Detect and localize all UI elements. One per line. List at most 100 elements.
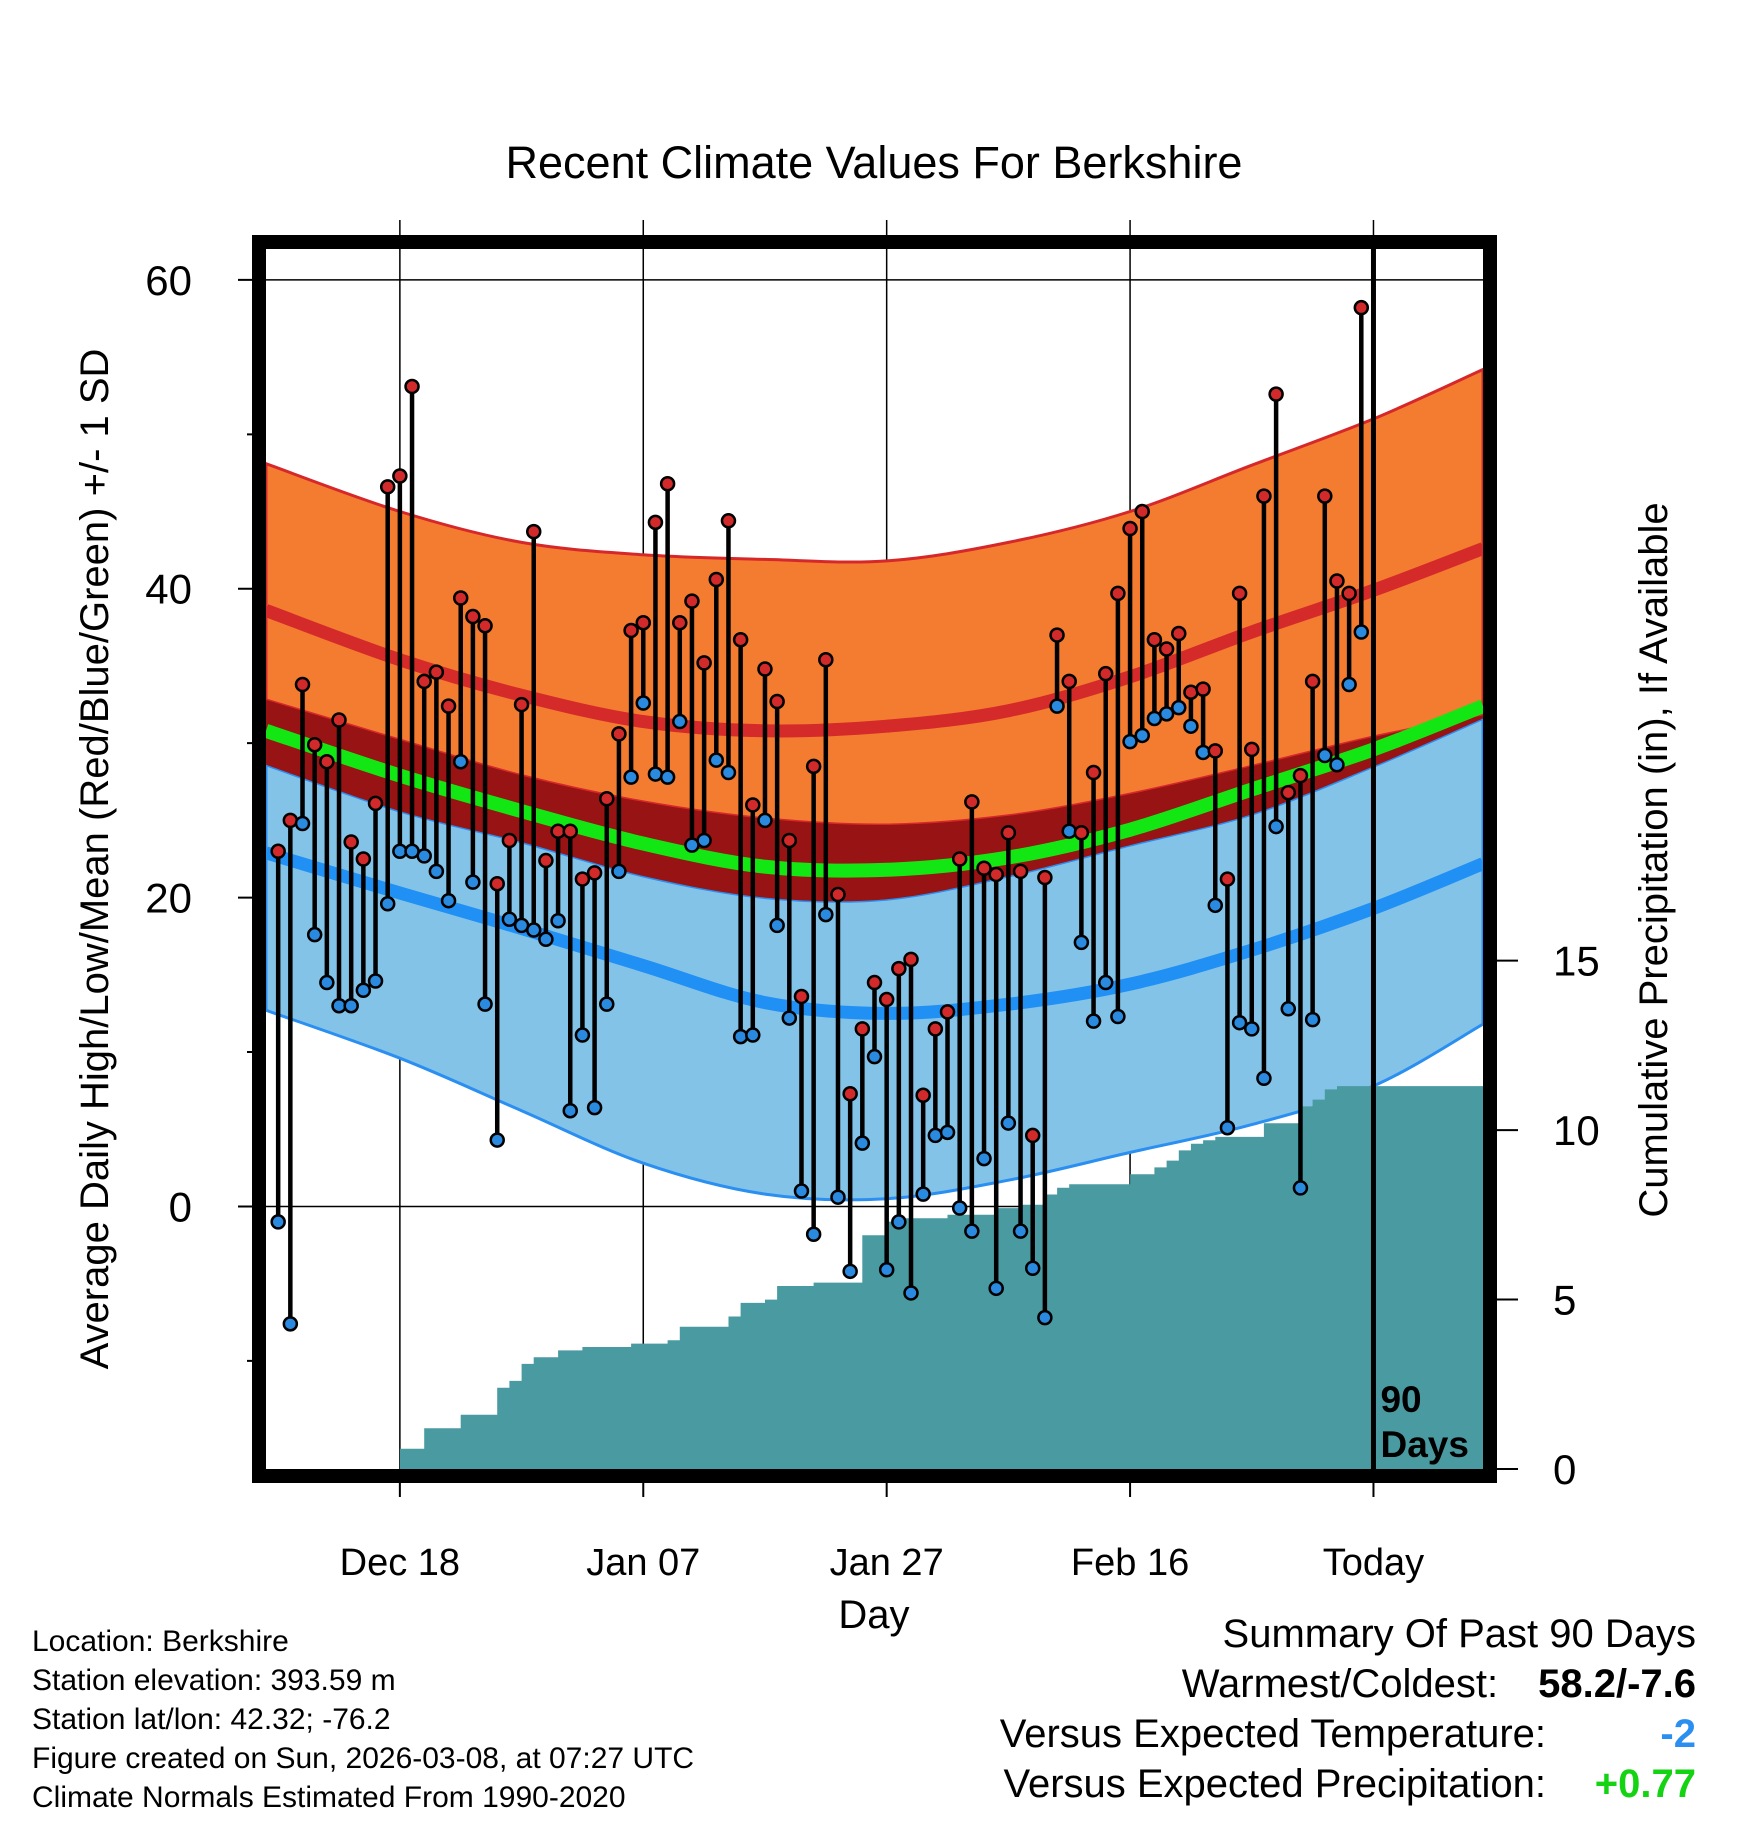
daily-high-point: [440, 698, 457, 714]
daily-high-point: [1146, 631, 1163, 648]
y-right-tick-label: 10: [1553, 1107, 1600, 1154]
created-text: Figure created on Sun, 2026-03-08, at 07…: [32, 1742, 695, 1775]
y-left-tick-label: 0: [169, 1183, 192, 1230]
daily-low-point: [489, 1132, 505, 1148]
daily-low-point: [319, 974, 335, 991]
daily-low-point: [562, 1102, 578, 1119]
precip-departure-value: +0.77: [1594, 1762, 1696, 1806]
daily-high-point: [720, 513, 737, 529]
daily-low-point: [964, 1223, 980, 1239]
summary-temp: Versus Expected Temperature: -2: [1000, 1712, 1696, 1762]
daily-high-point: [294, 676, 311, 693]
y-left-tick-labels: 0 20 40 60: [145, 257, 192, 1231]
daily-high-point: [635, 614, 652, 631]
daily-low-point: [1012, 1223, 1029, 1239]
daily-low-point: [757, 812, 773, 829]
daily-high-point: [1000, 824, 1017, 841]
daily-high-point: [562, 823, 578, 839]
daily-high-point: [623, 622, 639, 639]
daily-low-point: [538, 931, 554, 948]
chart-title: Recent Climate Values For Berkshire: [506, 137, 1243, 188]
daily-low-point: [1353, 624, 1370, 640]
daily-high-point: [1061, 673, 1077, 690]
daily-high-point: [1207, 743, 1224, 759]
daily-high-point: [513, 696, 530, 713]
daily-high-point: [927, 1021, 944, 1037]
daily-high-point: [1304, 673, 1321, 690]
warmest-coldest-label: Warmest/Coldest:: [1181, 1662, 1499, 1706]
daily-low-point: [306, 926, 323, 943]
daily-low-point: [416, 848, 432, 864]
daily-low-point: [1341, 676, 1357, 693]
daily-low-point: [452, 753, 469, 770]
daily-low-point: [988, 1280, 1004, 1297]
x-tick-labels: Dec 18 Jan 07 Jan 27 Feb 16 Today: [340, 1542, 1425, 1584]
summary-title: Summary Of Past 90 Days: [1000, 1612, 1696, 1662]
daily-high-point: [830, 886, 846, 903]
daily-low-point: [976, 1150, 992, 1167]
y-left-tick-label: 40: [145, 566, 192, 613]
daily-low-point: [696, 832, 712, 849]
daily-low-point: [440, 892, 457, 909]
daily-low-point: [282, 1316, 299, 1332]
daily-low-point: [830, 1189, 846, 1205]
daily-low-point: [574, 1027, 591, 1043]
daily-low-point: [465, 874, 481, 890]
daily-low-point: [805, 1226, 822, 1243]
daily-high-point: [1183, 684, 1199, 700]
daily-low-point: [1304, 1011, 1321, 1028]
daily-low-point: [866, 1048, 883, 1065]
daily-low-point: [550, 913, 566, 929]
daily-high-point: [659, 475, 676, 492]
daily-low-point: [586, 1099, 603, 1116]
daily-low-point: [1073, 934, 1090, 951]
daily-high-point: [988, 866, 1004, 883]
daily-high-point: [1085, 764, 1102, 781]
daily-low-point: [854, 1135, 871, 1151]
daily-high-point: [793, 988, 810, 1005]
y-axis-left-label: Average Daily High/Low/Mean (Red/Blue/Gr…: [73, 349, 117, 1370]
daily-high-point: [1097, 665, 1114, 682]
daily-high-point: [696, 655, 712, 671]
summary-warmest-coldest: Warmest/Coldest: 58.2/-7.6: [1000, 1662, 1696, 1712]
warmest-coldest-value: 58.2/-7.6: [1538, 1662, 1696, 1706]
daily-high-point: [355, 851, 372, 867]
y-left-tick-label: 60: [145, 257, 192, 304]
daily-low-point: [1122, 733, 1138, 750]
precipitation-area: [266, 1086, 1483, 1469]
daily-low-point: [1183, 718, 1199, 734]
normals-text: Climate Normals Estimated From 1990-2020: [32, 1781, 626, 1814]
daily-high-point: [684, 593, 700, 609]
daily-low-point: [659, 769, 676, 785]
daily-low-point: [367, 973, 384, 989]
daily-high-point: [818, 652, 834, 668]
daily-low-point: [781, 1010, 798, 1026]
daily-high-point: [452, 590, 469, 606]
daily-low-point: [477, 996, 493, 1012]
daily-low-point: [1134, 727, 1150, 744]
y-right-tick-label: 15: [1553, 938, 1600, 985]
daily-high-point: [379, 479, 396, 495]
daily-high-point: [1037, 869, 1053, 886]
daily-low-point: [355, 982, 372, 999]
daily-high-point: [745, 797, 761, 813]
daily-high-point: [1171, 625, 1187, 642]
daily-high-point: [501, 832, 518, 849]
daily-high-point: [1158, 641, 1175, 657]
daily-high-point: [1134, 503, 1150, 520]
daily-high-point: [757, 661, 773, 677]
daily-low-point: [951, 1200, 968, 1216]
daily-high-point: [842, 1085, 858, 1102]
daily-low-point: [1037, 1309, 1053, 1326]
daily-high-point: [903, 951, 919, 968]
precip-departure-label: Versus Expected Precipitation:: [1003, 1762, 1546, 1806]
daily-low-point: [842, 1263, 858, 1280]
daily-low-point: [1219, 1119, 1236, 1136]
daily-low-point: [1097, 974, 1114, 991]
daily-high-point: [878, 991, 895, 1008]
latlon-text: Station lat/lon: 42.32; -76.2: [32, 1703, 391, 1736]
daily-low-point: [672, 713, 688, 730]
daily-low-point: [1317, 747, 1333, 764]
daily-high-point: [915, 1087, 931, 1104]
